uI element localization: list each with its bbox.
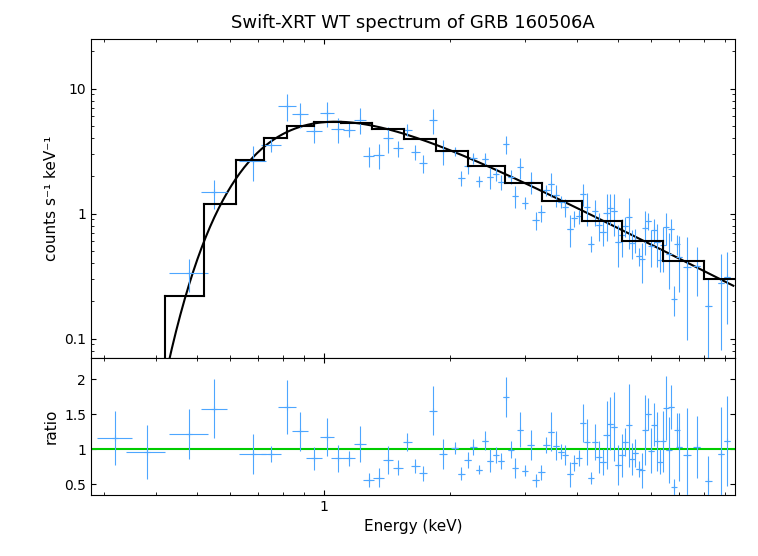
Y-axis label: ratio: ratio [43, 409, 58, 444]
Title: Swift-XRT WT spectrum of GRB 160506A: Swift-XRT WT spectrum of GRB 160506A [231, 14, 595, 32]
X-axis label: Energy (keV): Energy (keV) [364, 519, 462, 534]
Y-axis label: counts s⁻¹ keV⁻¹: counts s⁻¹ keV⁻¹ [43, 136, 58, 261]
